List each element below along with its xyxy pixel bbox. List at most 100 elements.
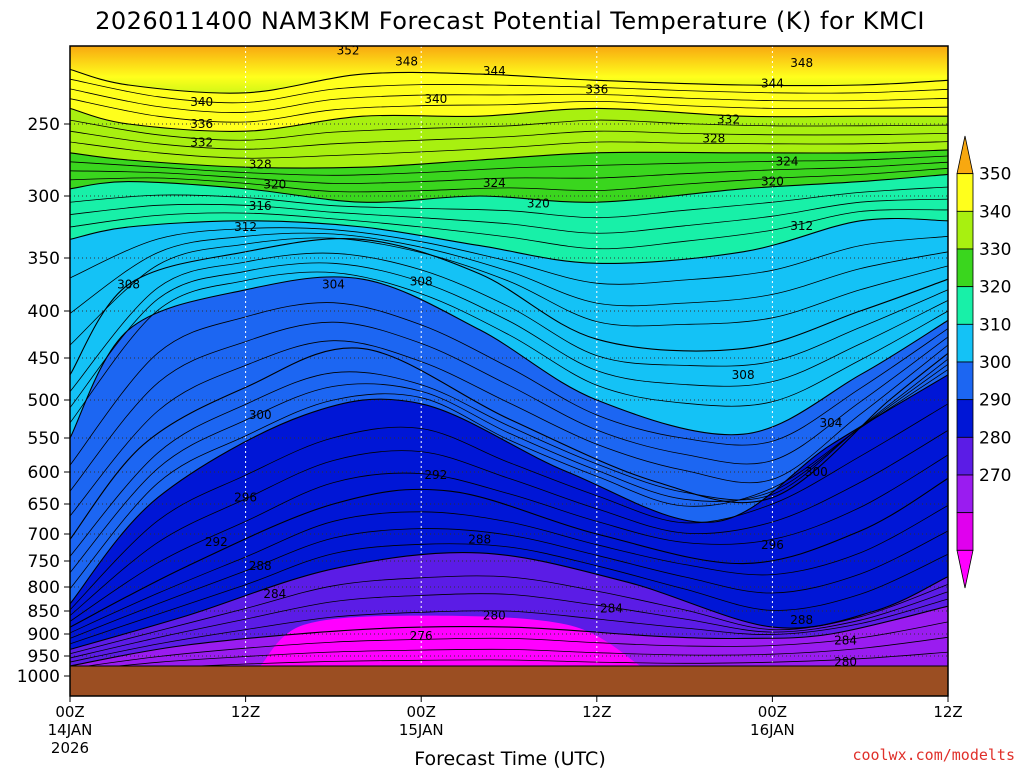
contour-theta_296: [69, 374, 949, 605]
contour-label: 316: [249, 199, 272, 213]
contour-minor: [69, 209, 949, 250]
chart-title: 2026011400 NAM3KM Forecast Potential Tem…: [95, 7, 925, 35]
contour-label: 288: [249, 559, 272, 573]
contour-minor: [69, 78, 949, 104]
credit-text: coolwx.com/modelts: [852, 746, 1015, 764]
contour-minor: [69, 651, 949, 674]
contour-minor: [69, 528, 949, 639]
y-tick-label: 550: [28, 429, 60, 449]
color-bands: [70, 69, 948, 676]
contour-minor: [69, 271, 949, 424]
contour-minor: [69, 98, 949, 123]
legend-swatch: [956, 210, 974, 250]
legend-label: 280: [979, 428, 1011, 448]
y-tick-label: 750: [28, 552, 60, 572]
contour-label: 292: [205, 535, 228, 549]
contour-minor: [69, 340, 949, 517]
x-tick-date: 16JAN: [750, 721, 795, 739]
contour-label: 312: [790, 219, 813, 233]
contour-label: 320: [761, 175, 784, 189]
legend-swatch: [956, 286, 974, 325]
legend-label: 270: [979, 466, 1011, 486]
contour-label: 308: [732, 368, 755, 382]
contour-minor: [69, 591, 949, 659]
x-tick-time: 00Z: [407, 703, 436, 721]
contour-label: 300: [249, 408, 272, 422]
contour-label: 320: [527, 196, 550, 210]
y-tick-label: 700: [28, 525, 60, 545]
legend-label: 340: [979, 202, 1011, 222]
y-axis: 250 300 350 400 450 500 550 600 650 700 750 800 850 9…: [17, 115, 70, 687]
contour-label: 348: [395, 55, 418, 69]
y-tick-label: 650: [28, 495, 60, 515]
contour-minor: [69, 403, 949, 611]
contour-minor: [69, 430, 949, 616]
contour-minor: [69, 252, 949, 392]
x-tick-date: 15JAN: [399, 721, 444, 739]
contour-minor: [69, 227, 949, 285]
legend-swatch: [956, 436, 974, 476]
x-tick-year: 2026: [51, 739, 89, 757]
contour-minor: [69, 575, 949, 655]
contour-minor: [69, 621, 949, 669]
legend-label: 330: [979, 240, 1011, 260]
contour-theta_308: [69, 237, 949, 376]
contour-minor: [69, 543, 949, 645]
contour-theta_284: [69, 605, 949, 667]
y-tick-label: 600: [28, 463, 60, 483]
x-tick-time: 00Z: [55, 703, 84, 721]
legend-swatch: [956, 399, 974, 438]
contour-lines: [69, 68, 949, 677]
contour-minor: [69, 155, 949, 176]
x-tick-date: 14JAN: [48, 721, 93, 739]
contour-minor: [69, 161, 949, 184]
legend-swatch: [956, 248, 974, 288]
legend-swatch: [956, 135, 974, 175]
contour-minor: [69, 232, 949, 314]
contour-minor: [69, 186, 949, 219]
legend-swatch: [956, 173, 974, 212]
x-tick-time: 00Z: [758, 703, 787, 721]
contour-label: 288: [790, 613, 813, 627]
contour-minor: [69, 88, 949, 113]
contour-theta_304: [69, 276, 949, 439]
y-tick-label: 950: [28, 647, 60, 667]
legend-swatch: [956, 474, 974, 514]
legend-label: 290: [979, 391, 1011, 411]
contour-theta_320: [69, 173, 949, 203]
contour-minor: [69, 505, 949, 634]
y-tick-label: 900: [28, 625, 60, 645]
contour-minor: [69, 237, 949, 346]
contour-minor: [69, 454, 949, 622]
contour-label: 340: [190, 95, 213, 109]
contour-label: 340: [424, 92, 447, 106]
legend-label: 310: [979, 315, 1011, 335]
contour-minor: [69, 363, 949, 573]
legend-label: 320: [979, 278, 1011, 298]
x-axis-label: Forecast Time (UTC): [414, 748, 605, 768]
contour-label: 276: [410, 629, 433, 643]
y-tick-label: 300: [28, 187, 60, 207]
contour-theta_292: [69, 477, 949, 628]
legend-swatch: [956, 323, 974, 363]
contour-label: 284: [263, 587, 286, 601]
y-tick-label: 450: [28, 349, 60, 369]
contour-label: 320: [263, 177, 286, 191]
plot-area: 352 348 344 348 344 336 340 340 336 332 332 328 328 3…: [69, 44, 949, 697]
y-tick-label: 250: [28, 115, 60, 135]
contour-label: 352: [337, 44, 360, 58]
contour-minor: [69, 636, 949, 672]
contour-minor: [69, 119, 949, 141]
contour-label: 324: [483, 176, 506, 190]
contour-theta_288: [69, 552, 949, 650]
contour-theta_344: [69, 68, 949, 94]
y-tick-label: 850: [28, 602, 60, 622]
contour-label: 324: [776, 154, 799, 168]
contour-label: 344: [761, 76, 784, 90]
contour-minor: [69, 130, 949, 150]
contour-minor: [69, 369, 949, 590]
contour-label: 304: [322, 278, 345, 292]
contour-label: 348: [790, 56, 813, 70]
legend-swatch: [956, 549, 974, 589]
